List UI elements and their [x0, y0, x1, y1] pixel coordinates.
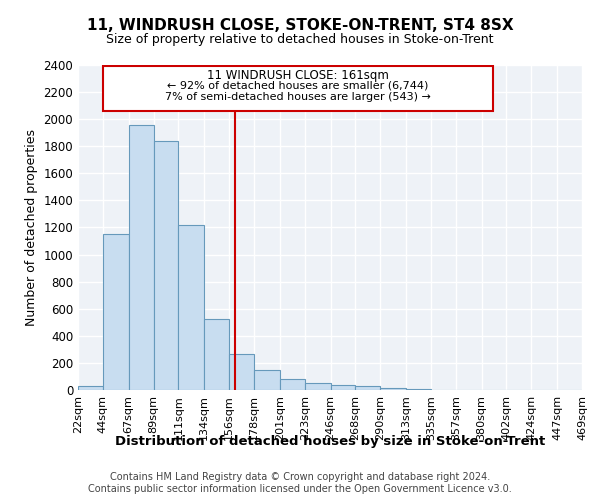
- Text: Size of property relative to detached houses in Stoke-on-Trent: Size of property relative to detached ho…: [106, 32, 494, 46]
- Bar: [331, 384, 355, 390]
- Text: 11 WINDRUSH CLOSE: 161sqm: 11 WINDRUSH CLOSE: 161sqm: [207, 70, 389, 82]
- Bar: [254, 370, 280, 390]
- Text: Contains HM Land Registry data © Crown copyright and database right 2024.: Contains HM Land Registry data © Crown c…: [110, 472, 490, 482]
- Bar: [78, 386, 103, 390]
- Text: Contains public sector information licensed under the Open Government Licence v3: Contains public sector information licen…: [88, 484, 512, 494]
- Bar: [103, 66, 493, 111]
- Bar: [229, 354, 254, 390]
- Bar: [129, 124, 154, 390]
- Bar: [103, 234, 129, 390]
- Text: 7% of semi-detached houses are larger (543) →: 7% of semi-detached houses are larger (5…: [165, 92, 431, 102]
- Bar: [178, 225, 204, 390]
- Bar: [280, 379, 305, 390]
- Text: 11, WINDRUSH CLOSE, STOKE-ON-TRENT, ST4 8SX: 11, WINDRUSH CLOSE, STOKE-ON-TRENT, ST4 …: [86, 18, 514, 32]
- Text: ← 92% of detached houses are smaller (6,744): ← 92% of detached houses are smaller (6,…: [167, 81, 428, 91]
- Bar: [380, 388, 406, 390]
- Bar: [355, 386, 380, 390]
- Bar: [204, 319, 229, 390]
- Bar: [154, 141, 178, 390]
- Text: Distribution of detached houses by size in Stoke-on-Trent: Distribution of detached houses by size …: [115, 435, 545, 448]
- Y-axis label: Number of detached properties: Number of detached properties: [25, 129, 38, 326]
- Bar: [305, 383, 331, 390]
